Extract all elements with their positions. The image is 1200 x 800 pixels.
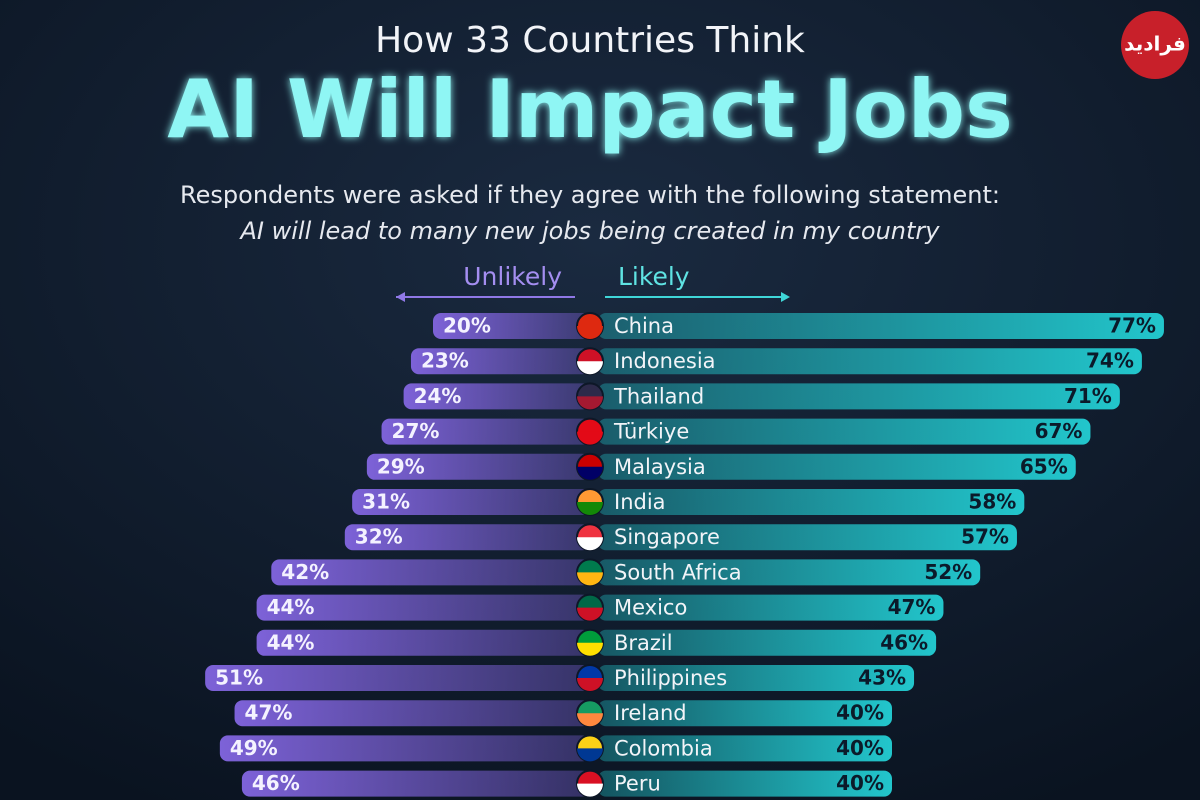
flag-half (577, 396, 603, 410)
bar (598, 313, 1164, 339)
value-label: 44% (267, 595, 315, 619)
flag-half (577, 431, 603, 445)
bar (598, 770, 892, 797)
value-label: 40% (836, 771, 884, 795)
value-label: 44% (267, 630, 315, 654)
flag-half (577, 361, 603, 375)
value-label: 27% (392, 419, 440, 443)
value-label: 40% (836, 736, 884, 760)
value-label: 58% (968, 490, 1016, 514)
bar (219, 735, 590, 762)
value-label: 74% (1086, 349, 1134, 373)
flag-half (577, 572, 603, 586)
flag-half (577, 537, 603, 551)
flag-half (577, 607, 603, 621)
value-label: 47% (245, 701, 293, 725)
bar (598, 735, 892, 762)
value-label: 77% (1108, 314, 1156, 338)
bar (271, 559, 590, 586)
legend-label: Unlikely (463, 262, 562, 291)
category-label: Indonesia (614, 349, 716, 373)
value-label: 31% (362, 490, 410, 514)
flag-half (577, 783, 603, 797)
bar (598, 524, 1017, 551)
bar (598, 383, 1120, 410)
value-label: 65% (1020, 454, 1068, 478)
bar (598, 629, 937, 656)
flag-half (577, 326, 603, 339)
bar (241, 770, 590, 797)
category-label: Thailand (613, 384, 704, 408)
value-label: 46% (880, 630, 928, 654)
value-label: 20% (443, 314, 491, 338)
bar (598, 348, 1142, 375)
category-label: India (614, 490, 666, 514)
logo-badge (1121, 11, 1189, 79)
value-label: 71% (1064, 384, 1112, 408)
category-label: Peru (614, 772, 661, 796)
category-label: Mexico (614, 596, 687, 620)
value-label: 23% (421, 349, 469, 373)
value-label: 46% (252, 771, 300, 795)
legend-label: Likely (618, 262, 690, 291)
bar (433, 313, 590, 339)
arrow-head (781, 292, 790, 302)
chart-title: How 33 Countries Think (375, 20, 805, 61)
bar (598, 594, 944, 621)
bar (352, 489, 590, 515)
category-label: Malaysia (614, 455, 706, 479)
bar (205, 665, 590, 691)
value-label: 32% (355, 525, 403, 549)
bar (598, 700, 892, 727)
subtitle: Respondents were asked if they agree wit… (180, 181, 1000, 209)
bar (410, 348, 590, 375)
bar (344, 524, 590, 551)
arrow-head (396, 292, 405, 302)
value-label: 49% (230, 736, 278, 760)
value-label: 29% (377, 454, 425, 478)
bar (598, 489, 1025, 515)
bar (598, 453, 1076, 480)
bar (403, 383, 590, 410)
rows: 20% 77% China 23% 74% Indonesia 24% 71% Thailand… (205, 312, 1164, 798)
bar (234, 700, 591, 727)
category-label: Philippines (614, 666, 727, 690)
value-label: 57% (961, 525, 1009, 549)
flag-half (577, 502, 603, 515)
category-label: Brazil (614, 631, 673, 655)
value-label: 24% (414, 384, 462, 408)
category-label: Singapore (614, 525, 720, 549)
value-label: 52% (924, 560, 972, 584)
bar (381, 418, 590, 445)
category-label: Ireland (614, 701, 687, 725)
value-label: 51% (215, 666, 263, 690)
category-label: China (614, 314, 674, 338)
flag-half (577, 748, 603, 762)
flag-half (577, 678, 603, 691)
bar (598, 665, 915, 691)
flag-half (577, 466, 603, 480)
value-label: 40% (836, 701, 884, 725)
bar (598, 559, 981, 586)
value-label: 42% (281, 560, 329, 584)
flag-half (577, 713, 603, 727)
bar (256, 629, 590, 656)
value-label: 67% (1035, 419, 1083, 443)
bar (256, 594, 590, 621)
category-label: South Africa (614, 560, 742, 584)
bar (598, 418, 1091, 445)
flag-half (577, 642, 603, 656)
headline: AI Will Impact Jobs (167, 63, 1012, 156)
statement: AI will lead to many new jobs being crea… (238, 217, 940, 245)
value-label: 47% (888, 595, 936, 619)
category-label: Türkiye (613, 420, 689, 444)
value-label: 43% (858, 666, 906, 690)
bar (366, 453, 590, 480)
logo: فرادید (1124, 32, 1186, 56)
category-label: Colombia (614, 736, 713, 760)
